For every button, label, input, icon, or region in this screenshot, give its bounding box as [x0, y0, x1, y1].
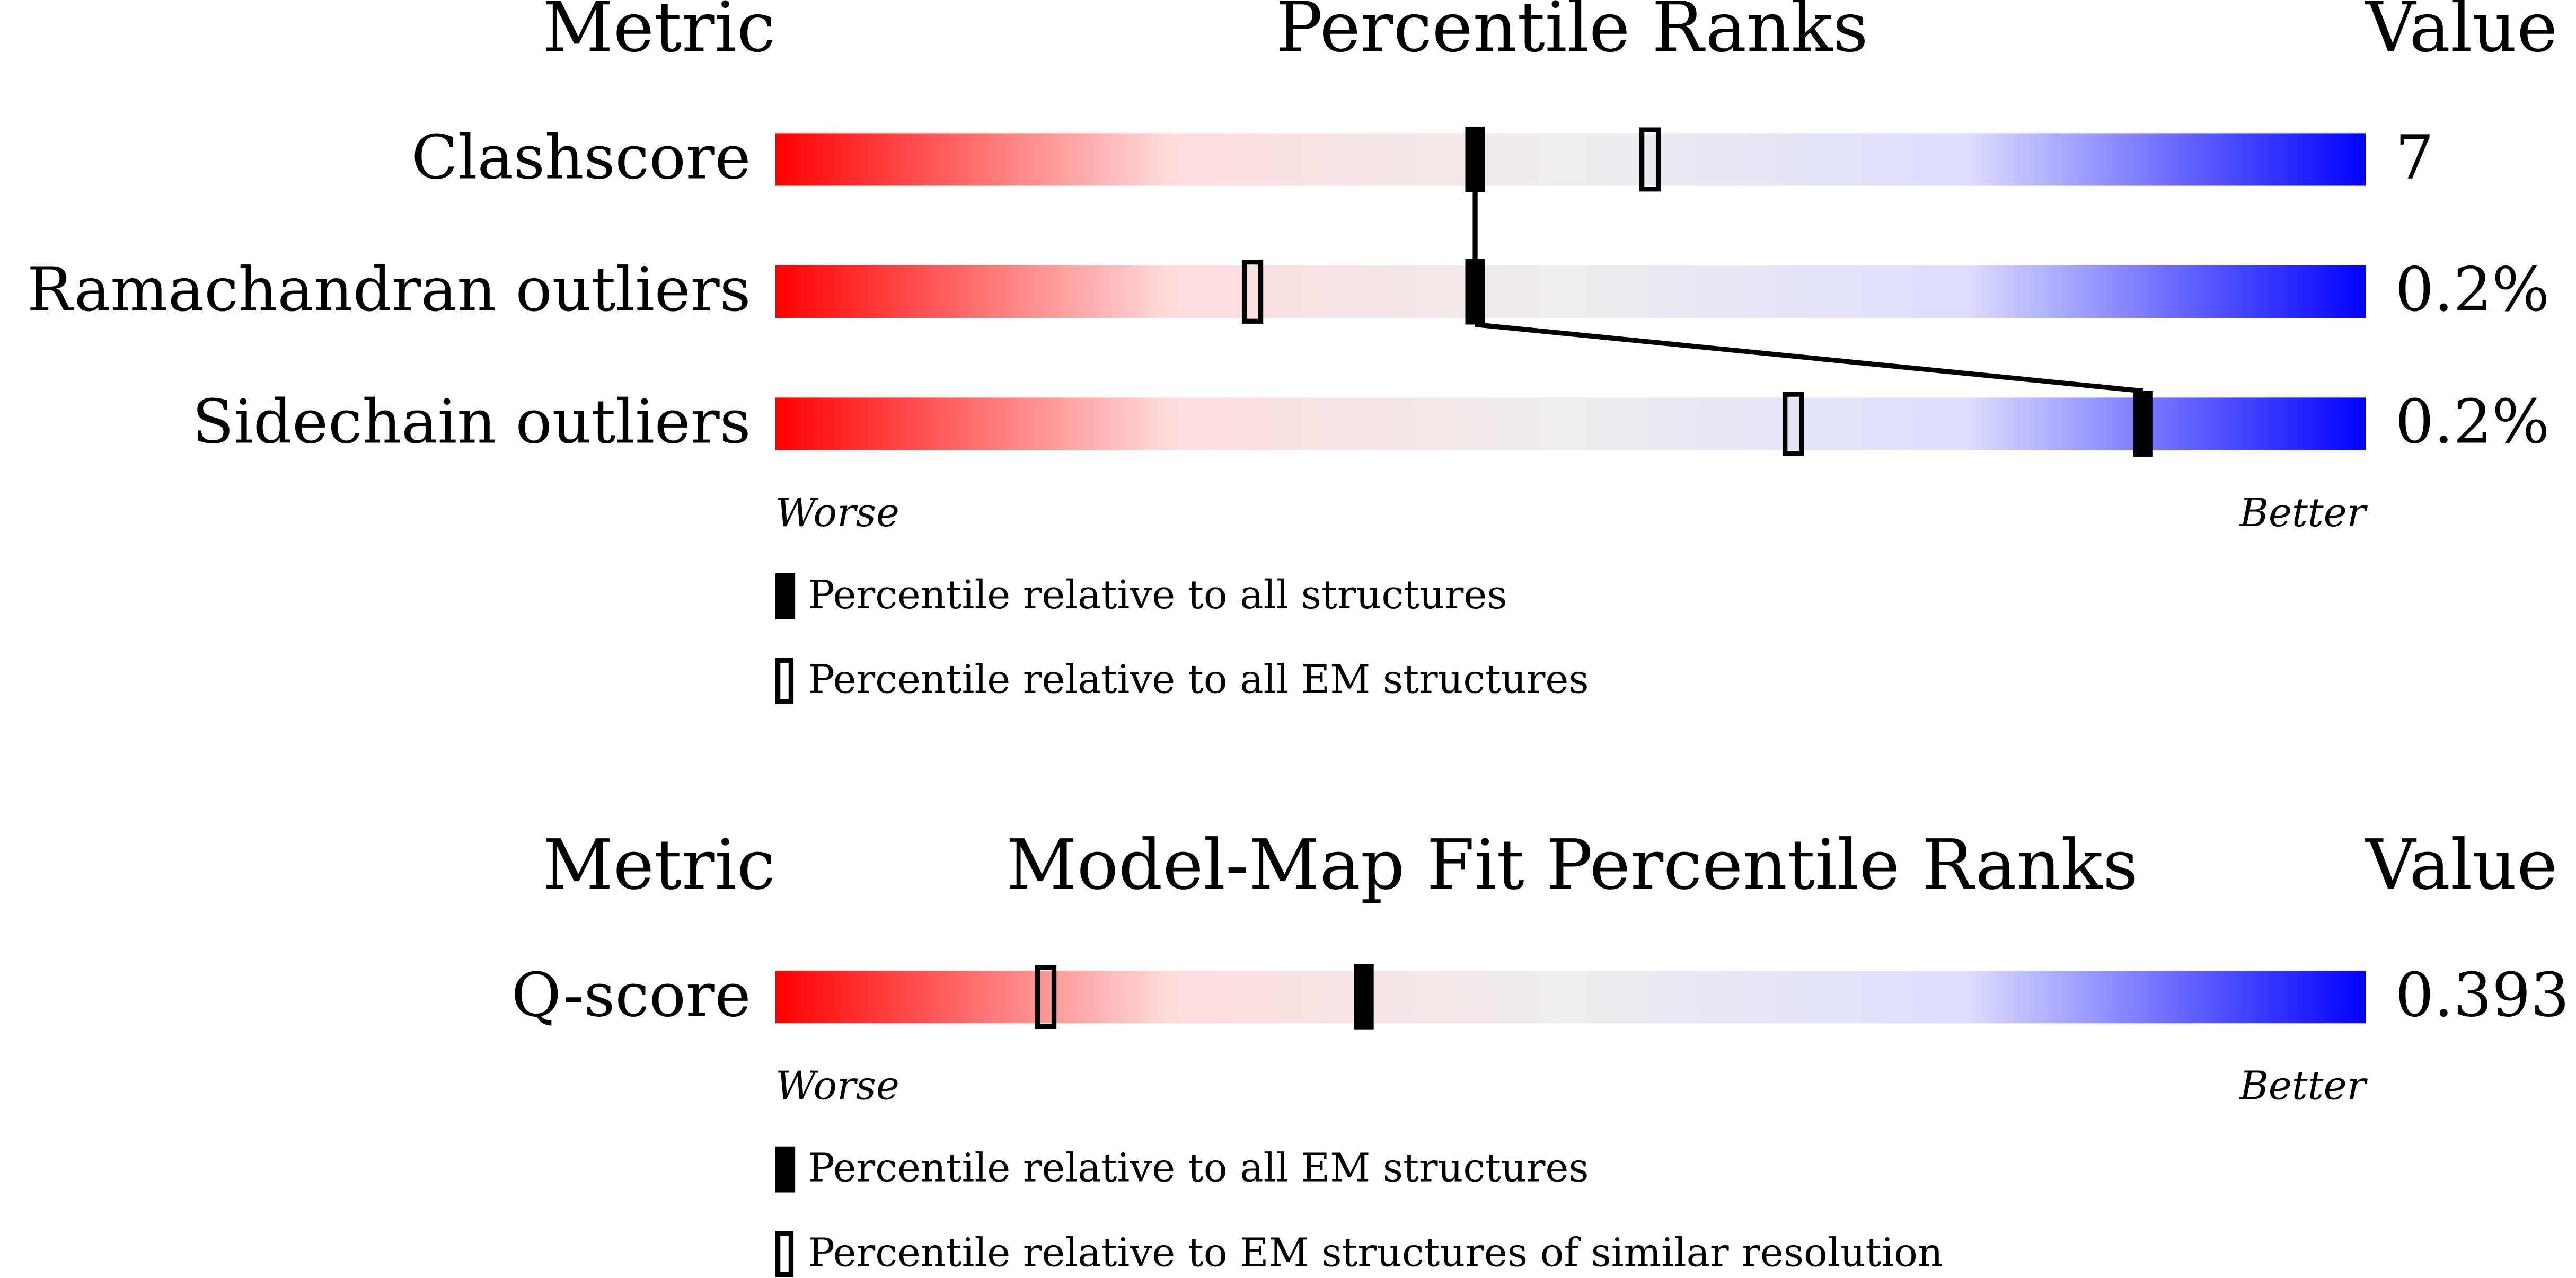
percentile-marker	[1035, 965, 1057, 1030]
percentile-marker	[1241, 260, 1264, 324]
percentile-bar	[775, 397, 2366, 450]
percentile-bar	[775, 133, 2366, 186]
legend-icon	[775, 1146, 796, 1193]
legend-icon	[775, 573, 796, 619]
metric-label: Sidechain outliers	[192, 387, 751, 458]
worse-label: Worse	[775, 490, 899, 536]
legend-icon	[775, 1231, 794, 1277]
worse-label: Worse	[775, 1063, 899, 1109]
value-header: Value	[2365, 824, 2557, 905]
metric-value: 0.393	[2395, 960, 2569, 1031]
percentile-bar	[775, 971, 2366, 1024]
value-header: Value	[2365, 0, 2557, 67]
metric-value: 7	[2395, 123, 2434, 193]
percentile-marker	[1465, 126, 1485, 192]
percentile-marker	[1783, 392, 1804, 456]
percentile-marker	[2133, 390, 2153, 457]
better-label: Better	[2238, 1063, 2368, 1109]
legend-label: Percentile relative to EM structures of …	[808, 1229, 1943, 1275]
legend-label: Percentile relative to all EM structures	[808, 1145, 1589, 1191]
chart-title: Model-Map Fit Percentile Ranks	[1006, 824, 2138, 905]
better-label: Better	[2238, 490, 2368, 536]
connector	[1475, 322, 2143, 394]
metric-label: Clashscore	[411, 123, 751, 193]
metric-value: 0.2%	[2395, 387, 2549, 458]
chart-title: Percentile Ranks	[1276, 0, 1868, 67]
legend-label: Percentile relative to all EM structures	[808, 656, 1589, 703]
metric-header: Metric	[543, 0, 775, 67]
metric-value: 0.2%	[2395, 255, 2549, 325]
metric-label: Ramachandran outliers	[27, 255, 751, 325]
legend-icon	[775, 658, 794, 704]
percentile-marker	[1465, 259, 1485, 325]
legend-label: Percentile relative to all structures	[808, 572, 1507, 618]
percentile-marker	[1639, 127, 1661, 192]
percentile-marker	[1354, 964, 1374, 1030]
metric-label: Q-score	[511, 960, 751, 1031]
percentile-bar	[775, 265, 2366, 318]
metric-header: Metric	[543, 824, 775, 905]
